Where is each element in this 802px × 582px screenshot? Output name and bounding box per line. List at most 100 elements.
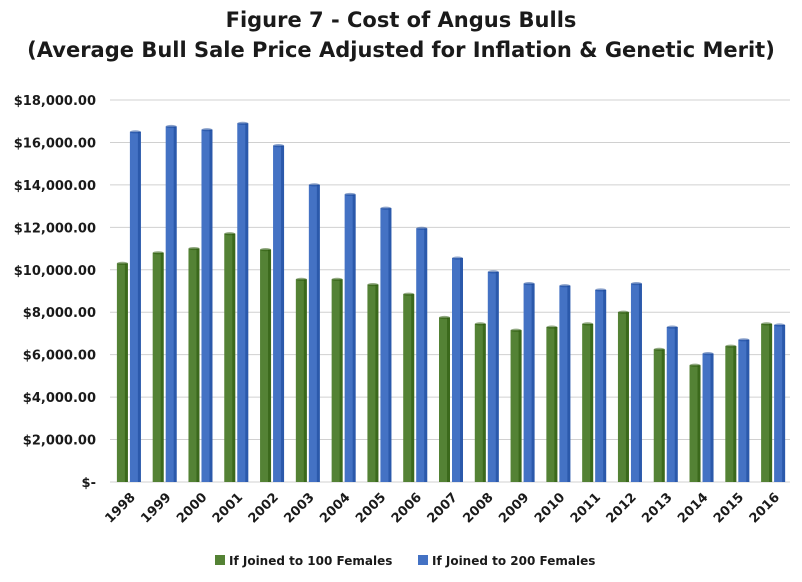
bar-shade	[733, 346, 737, 482]
x-tick-label: 1998	[103, 490, 139, 526]
bar	[487, 271, 499, 482]
bar-shade	[661, 349, 665, 482]
bar-cap	[666, 325, 678, 329]
bar-cap	[774, 323, 786, 327]
bar-cap	[725, 344, 737, 348]
x-tick-label: 2008	[460, 490, 496, 526]
bar-cap	[474, 322, 486, 326]
bar-shade	[411, 294, 415, 482]
legend-label: If Joined to 200 Females	[432, 554, 595, 568]
bar-cap	[295, 277, 307, 281]
bar-shade	[245, 123, 249, 482]
chart-title: Figure 7 - Cost of Angus Bulls	[225, 8, 577, 32]
bar-cap	[165, 124, 177, 129]
bar	[152, 252, 164, 482]
bar	[510, 330, 522, 482]
bar-shade	[590, 323, 594, 482]
bar-cap	[595, 288, 607, 292]
x-tick-label: 2015	[711, 490, 747, 526]
bar-cap	[523, 281, 535, 286]
bar-shade	[710, 353, 714, 482]
bar	[582, 323, 594, 482]
bar-cap	[237, 121, 249, 125]
bar	[546, 327, 558, 482]
x-tick-label: 2005	[353, 490, 389, 526]
bar-cap	[116, 261, 128, 266]
bar-cap	[331, 277, 343, 281]
bar	[738, 339, 750, 482]
y-tick-label: $2,000.00	[23, 434, 96, 449]
bar	[344, 194, 356, 482]
bar-shade	[746, 339, 750, 482]
bar	[129, 131, 141, 483]
bar-shade	[603, 289, 607, 482]
x-tick-label: 2013	[639, 490, 675, 526]
bar	[367, 284, 379, 482]
bar-cap	[689, 363, 701, 367]
bar-shade	[173, 126, 177, 483]
bar	[630, 283, 642, 482]
y-tick-label: $4,000.00	[23, 391, 96, 406]
bar	[416, 228, 428, 482]
x-tick-label: 2001	[210, 490, 246, 526]
bar-cap	[653, 347, 665, 351]
bar-shade	[352, 194, 356, 482]
x-tick-label: 2004	[317, 490, 353, 526]
bar	[439, 317, 450, 482]
y-tick-label: $8,000.00	[23, 306, 96, 321]
bar-cap	[367, 283, 379, 287]
x-tick-label: 2012	[604, 490, 640, 526]
bar-cap	[308, 183, 320, 187]
bar-cap	[416, 226, 428, 230]
x-tick-label: 2006	[389, 490, 425, 526]
bar	[116, 263, 128, 482]
bar	[273, 145, 285, 482]
bar-cap	[510, 328, 522, 332]
bar-cap	[129, 130, 141, 134]
bar-cap	[630, 281, 642, 286]
bar-shade	[303, 279, 307, 482]
x-tick-label: 2016	[747, 490, 783, 526]
bar-shade	[316, 184, 320, 482]
bar	[666, 327, 678, 482]
bar-shade	[339, 279, 343, 482]
bar-cap	[487, 270, 499, 274]
bar-cap	[273, 144, 285, 148]
bar-shade	[232, 233, 236, 482]
bar	[331, 279, 343, 482]
bar-shade	[567, 285, 571, 482]
bar	[595, 289, 607, 482]
x-tick-label: 1999	[138, 490, 174, 526]
bar	[523, 283, 535, 482]
bar-shade	[769, 323, 773, 482]
bar-cap	[546, 325, 558, 329]
bar	[308, 184, 320, 482]
x-tick-label: 2003	[281, 490, 317, 526]
bar-cap	[201, 128, 213, 132]
x-tick-label: 2000	[174, 490, 210, 526]
y-tick-label: $18,000.00	[14, 94, 96, 109]
bar-cap	[582, 322, 594, 326]
bar-shade	[424, 228, 428, 482]
bar-shade	[375, 284, 379, 482]
chart-subtitle: (Average Bull Sale Price Adjusted for In…	[27, 38, 775, 62]
y-tick-label: $16,000.00	[14, 136, 96, 151]
bar-shade	[196, 248, 200, 482]
legend-swatch	[418, 555, 428, 565]
legend-swatch	[215, 555, 225, 565]
bar-shade	[281, 145, 285, 482]
bar	[224, 233, 236, 482]
bar-cap	[559, 284, 571, 288]
bar	[452, 258, 463, 482]
bar-cap	[380, 206, 392, 210]
bar-shade	[447, 317, 450, 482]
bar	[617, 312, 629, 482]
bar-cap	[188, 246, 200, 251]
bar-shade	[482, 323, 486, 482]
bar	[188, 248, 200, 482]
bar-shade	[137, 131, 141, 483]
bar-shade	[388, 208, 392, 482]
bar-shade	[697, 365, 701, 482]
bar-shade	[531, 283, 535, 482]
